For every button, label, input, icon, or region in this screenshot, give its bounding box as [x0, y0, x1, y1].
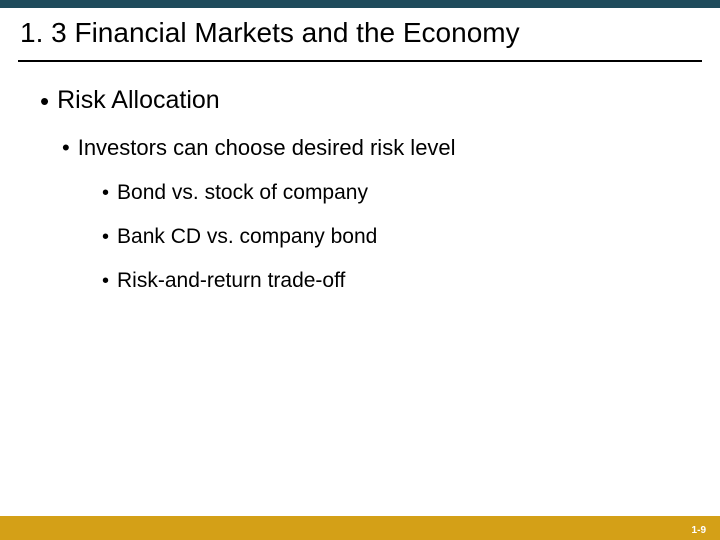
bullet-text: Investors can choose desired risk level: [78, 135, 456, 161]
slide-title: 1. 3 Financial Markets and the Economy: [20, 16, 700, 50]
header-bar: [0, 0, 720, 8]
footer-bar: 1-9: [0, 516, 720, 540]
bullet-lvl3: • Bond vs. stock of company: [102, 181, 692, 205]
bullet-text: Risk-and-return trade-off: [117, 269, 345, 293]
bullet-dot-icon: •: [102, 227, 109, 247]
bullet-text: Bond vs. stock of company: [117, 181, 368, 205]
bullet-dot-icon: •: [102, 183, 109, 203]
bullet-dot-icon: •: [62, 137, 70, 159]
bullet-lvl3: • Risk-and-return trade-off: [102, 269, 692, 293]
bullet-lvl2: • Investors can choose desired risk leve…: [62, 135, 692, 161]
slide-content: • Risk Allocation • Investors can choose…: [0, 62, 720, 293]
bullet-text: Bank CD vs. company bond: [117, 225, 377, 249]
bullet-lvl1: • Risk Allocation: [40, 86, 692, 115]
page-number: 1-9: [692, 525, 706, 536]
bullet-lvl3: • Bank CD vs. company bond: [102, 225, 692, 249]
bullet-text: Risk Allocation: [57, 86, 220, 115]
title-area: 1. 3 Financial Markets and the Economy: [0, 8, 720, 56]
bullet-dot-icon: •: [102, 271, 109, 291]
bullet-dot-icon: •: [40, 88, 49, 114]
